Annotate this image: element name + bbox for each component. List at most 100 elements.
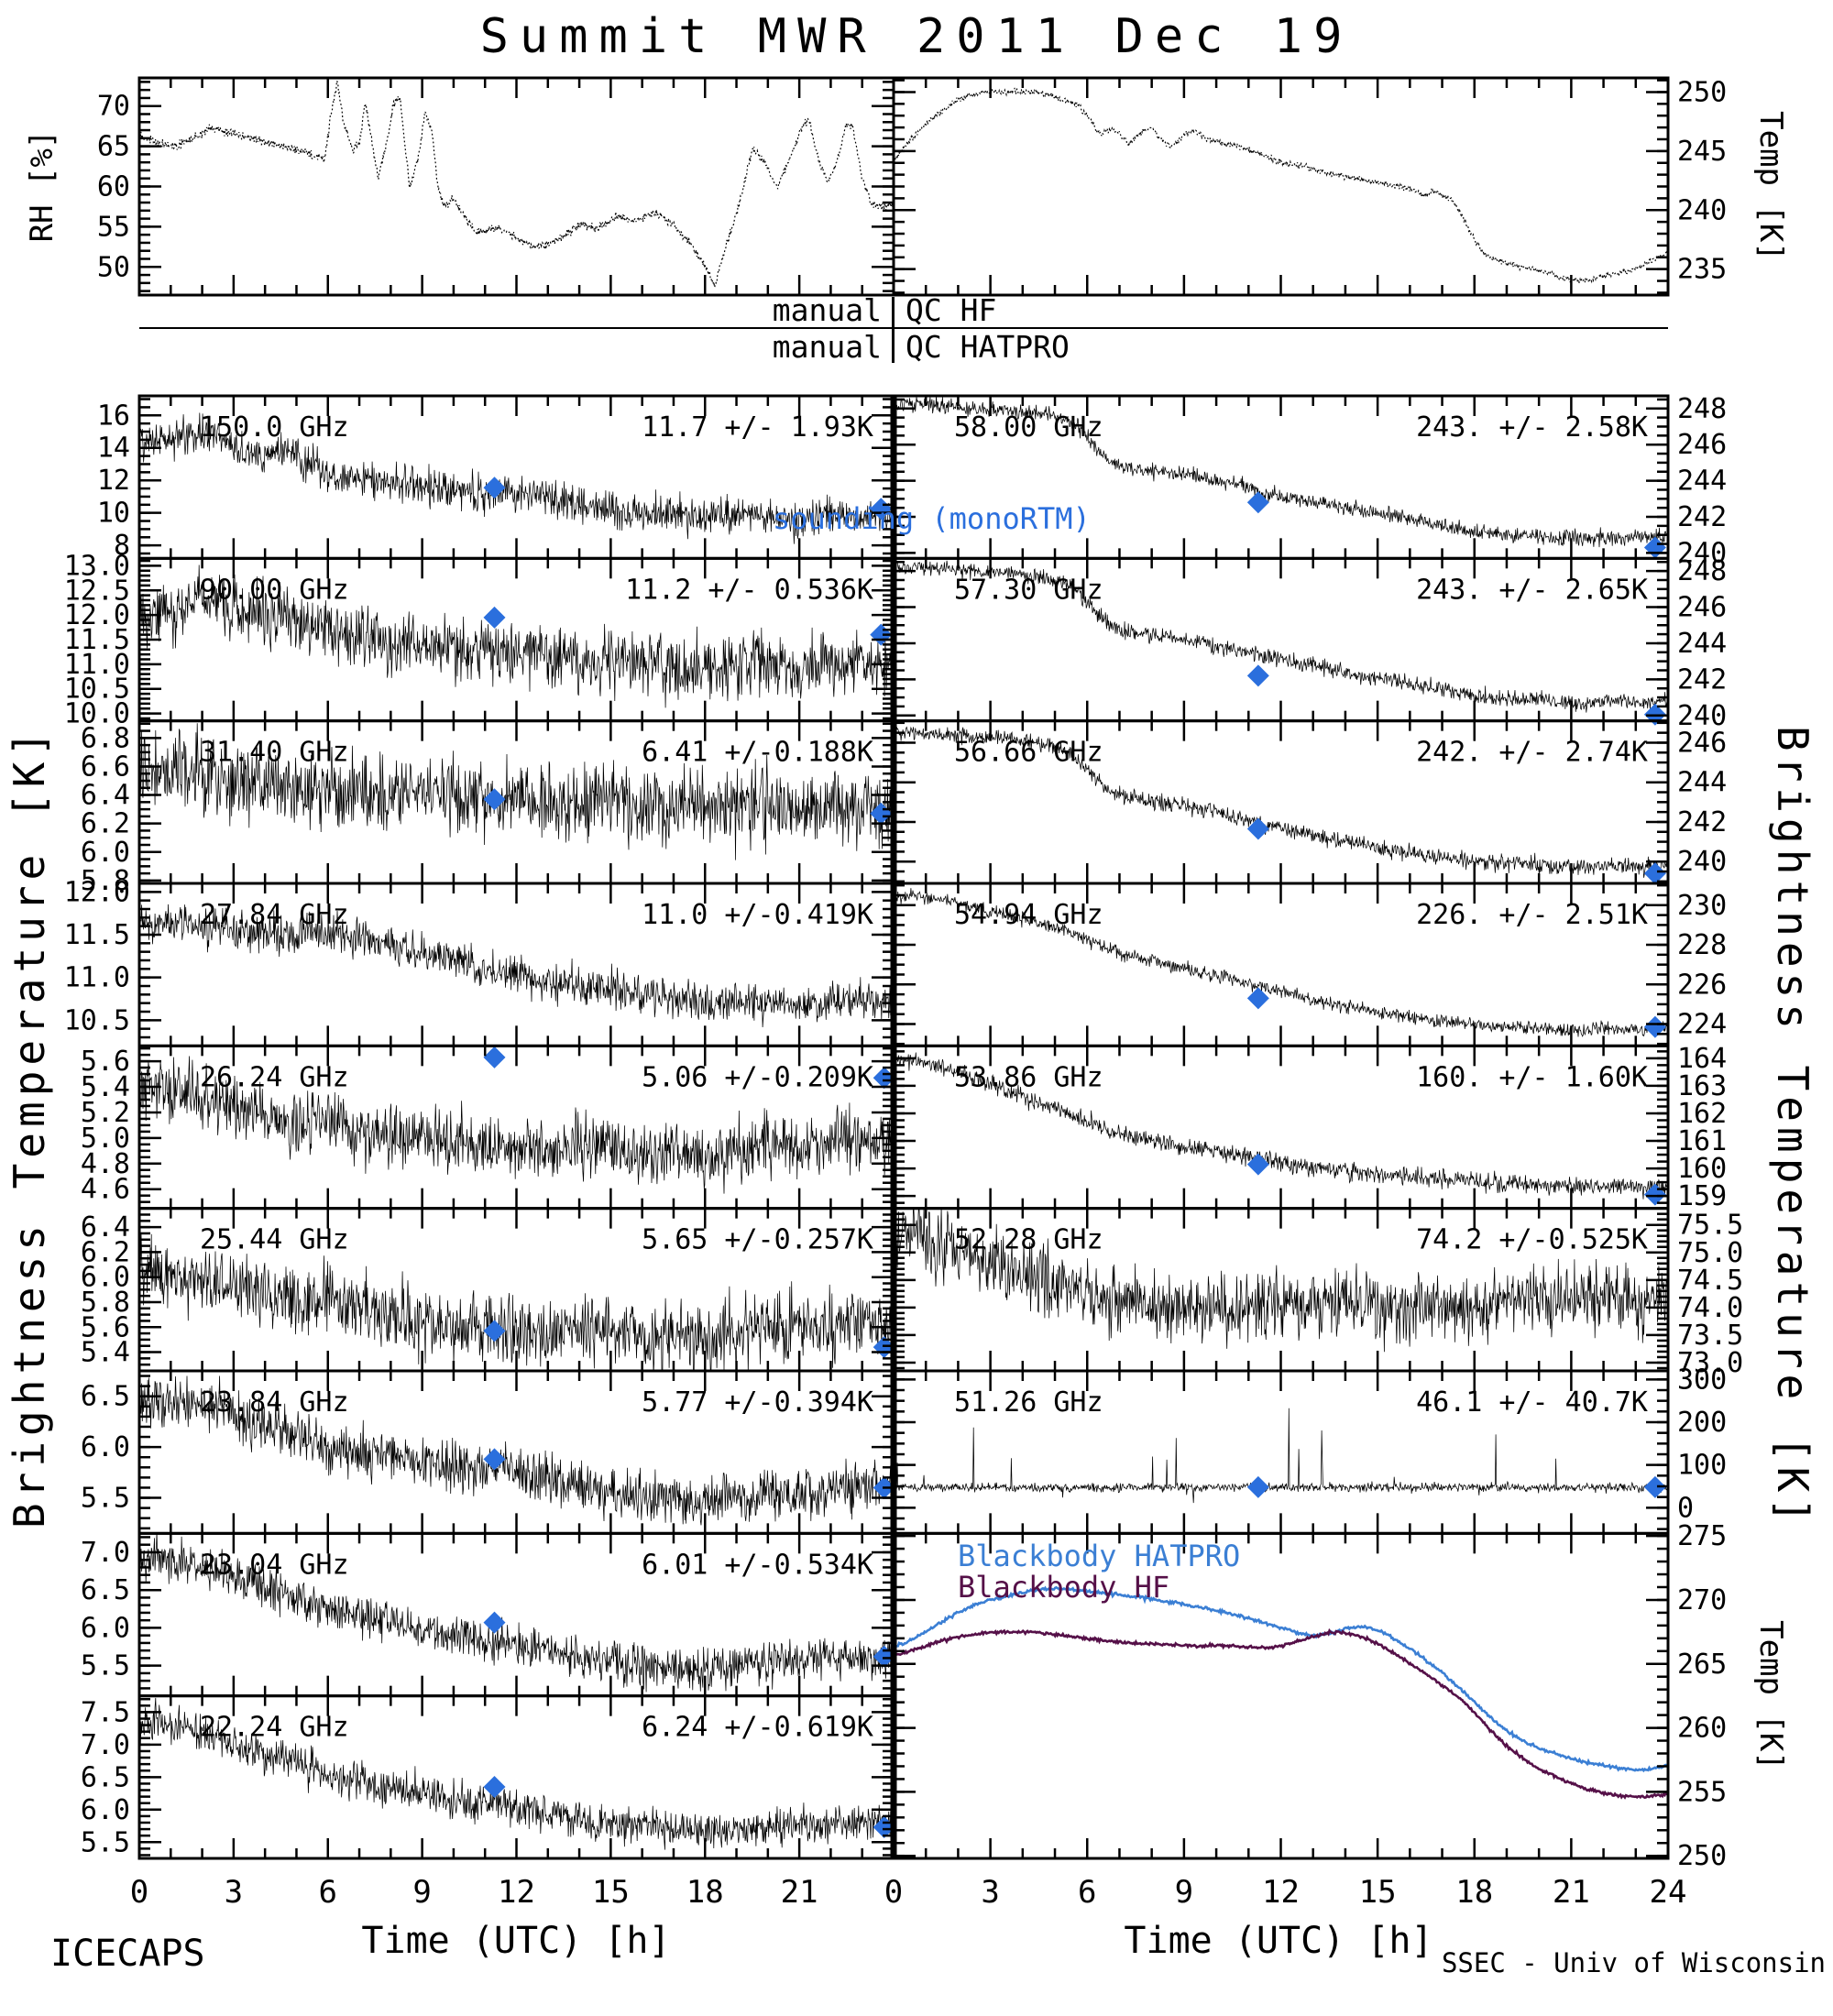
y-tick-label: 75.5 (1677, 1210, 1743, 1242)
y-tick-label: 226 (1677, 969, 1727, 1001)
y-tick-label: 240 (1677, 194, 1727, 226)
y-tick-label: 6.6 (81, 751, 130, 783)
panel-R3: 54.94 GHz 226. +/- 2.51K 224 226 228 230 (892, 882, 1727, 1047)
y-tick-label: 235 (1677, 254, 1727, 286)
y-tick-label: 5.5 (81, 1826, 130, 1858)
panel-L2: 31.40 GHz 6.41 +/-0.188K 5.86.06.26.46.66.… (81, 719, 895, 897)
qc-manual-hf-label: manual (772, 292, 882, 328)
y-tick-label: 12.5 (64, 575, 130, 607)
y-tick-label: 6.2 (81, 808, 130, 840)
y-tick-label: 11.5 (64, 624, 130, 656)
y-tick-label: 5.4 (81, 1337, 130, 1369)
sounding-marker (483, 477, 506, 499)
y-tick-label: 74.0 (1677, 1292, 1743, 1324)
stats-label: 242. +/- 2.74K (1416, 737, 1648, 769)
y-tick-label: 6.2 (81, 1236, 130, 1268)
trace-25.44 GHz (139, 1233, 894, 1371)
qc-divider-line (892, 297, 895, 363)
y-tick-label: 13.0 (64, 550, 130, 582)
y-tick-label: 5.5 (81, 1650, 130, 1682)
y-tick-label: 5.6 (81, 1311, 130, 1343)
y-tick-label: 10.5 (64, 1004, 130, 1036)
stats-label: 6.01 +/-0.534K (642, 1549, 873, 1581)
panel-L5: 25.44 GHz 5.65 +/-0.257K 5.45.65.86.06.26.… (81, 1207, 895, 1373)
trace-57.30 GHz (894, 559, 1668, 713)
panel-L4: 26.24 GHz 5.06 +/-0.209K 4.64.85.05.25.45.… (81, 1044, 895, 1211)
sounding-marker (483, 1611, 506, 1634)
sounding-marker (1643, 862, 1666, 885)
y-tick-label: 230 (1677, 890, 1727, 922)
y-tick-label: 164 (1677, 1043, 1727, 1075)
y-tick-label: 4.6 (81, 1174, 130, 1206)
trace-58.00 GHz (894, 396, 1668, 548)
panel-R6: 51.26 GHz 46.1 +/- 40.7K 0 100 200 300 (892, 1364, 1727, 1535)
y-tick-label: 70 (97, 91, 130, 123)
y-tick-label: 265 (1677, 1649, 1727, 1681)
sounding-marker (483, 1046, 506, 1068)
trace-22.24 GHz (139, 1697, 894, 1854)
y-tick-label: 6.0 (81, 1794, 130, 1826)
y-tick-label: 250 (1677, 1840, 1727, 1872)
x-tick-label: 24 (1650, 1874, 1687, 1911)
stats-label: 6.24 +/-0.619K (642, 1712, 873, 1744)
y-tick-label: 224 (1677, 1009, 1727, 1041)
qc-hf-label: QC HF (906, 292, 997, 328)
trace-90.00 GHz (139, 564, 894, 708)
rh-axis-title: RH [%] (24, 129, 60, 243)
stats-label: 243. +/- 2.58K (1416, 411, 1648, 444)
footer-ssec: SSEC - Univ of Wisconsin (1441, 1947, 1826, 1978)
trace-51.26 GHz (894, 1408, 1668, 1504)
sounding-marker (483, 606, 506, 629)
y-tick-label: 6.4 (81, 1211, 130, 1244)
sounding-marker (1246, 817, 1269, 840)
trace-23.84 GHz (139, 1375, 894, 1526)
sounding-marker (1246, 987, 1269, 1010)
x-tick-label: 3 (225, 1874, 243, 1911)
y-tick-label: 260 (1677, 1713, 1727, 1745)
sounding-marker (873, 1067, 895, 1090)
y-tick-label: 275 (1677, 1520, 1727, 1552)
trace-52.28 GHz (894, 1208, 1668, 1353)
panel-TR: 235 240 245 250 (892, 76, 1727, 297)
trace-23.04 GHz (139, 1533, 894, 1693)
y-tick-label: 7.0 (81, 1729, 130, 1761)
freq-label: 23.84 GHz (200, 1386, 349, 1419)
panel-L6: 23.84 GHz 5.77 +/-0.394K 5.5 6.0 6.5 (81, 1369, 895, 1535)
y-tick-label: 242 (1677, 663, 1727, 696)
figure-title: Summit MWR 2011 Dec 19 (479, 9, 1354, 64)
y-tick-label: 12.0 (64, 876, 130, 908)
y-tick-label: 12 (97, 465, 130, 497)
y-tick-label: 75.0 (1677, 1237, 1743, 1269)
y-tick-label: 6.0 (81, 837, 130, 869)
y-tick-label: 11.0 (64, 962, 130, 994)
y-tick-label: 5.8 (81, 865, 130, 897)
y-tick-label: 11.0 (64, 649, 130, 681)
y-tick-label: 5.8 (81, 1287, 130, 1319)
y-tick-label: 5.5 (81, 1483, 130, 1515)
footer-icecaps: ICECAPS (50, 1933, 205, 1975)
x-tick-label: 12 (498, 1874, 535, 1911)
x-tick-label: 15 (592, 1874, 630, 1911)
trace-150.0 GHz (139, 412, 894, 544)
sounding-marker (1246, 664, 1269, 687)
x-tick-label: 12 (1262, 1874, 1300, 1911)
y-tick-label: 300 (1677, 1364, 1727, 1396)
freq-label: 51.26 GHz (954, 1386, 1103, 1419)
freq-label: 52.28 GHz (954, 1224, 1103, 1256)
freq-label: 31.40 GHz (200, 737, 349, 769)
panel-R5: 52.28 GHz 74.2 +/-0.525K73.073.574.074.57… (892, 1207, 1743, 1379)
sounding-marker (483, 1320, 506, 1342)
sounding-legend: sounding (monoRTM) (773, 501, 1091, 536)
freq-label: 25.44 GHz (200, 1224, 349, 1256)
legend-blackbody-hatpro: Blackbody HATPRO (958, 1539, 1241, 1573)
qc-manual-hatpro-label: manual (772, 329, 882, 365)
y-tick-label: 6.4 (81, 780, 130, 812)
y-tick-label: 248 (1677, 393, 1727, 425)
y-tick-label: 240 (1677, 537, 1727, 569)
sounding-marker (483, 1775, 506, 1798)
panel-L1: 90.00 GHz 11.2 +/- 0.536K 10.010.511.011.5… (64, 550, 895, 730)
y-tick-label: 248 (1677, 555, 1727, 587)
